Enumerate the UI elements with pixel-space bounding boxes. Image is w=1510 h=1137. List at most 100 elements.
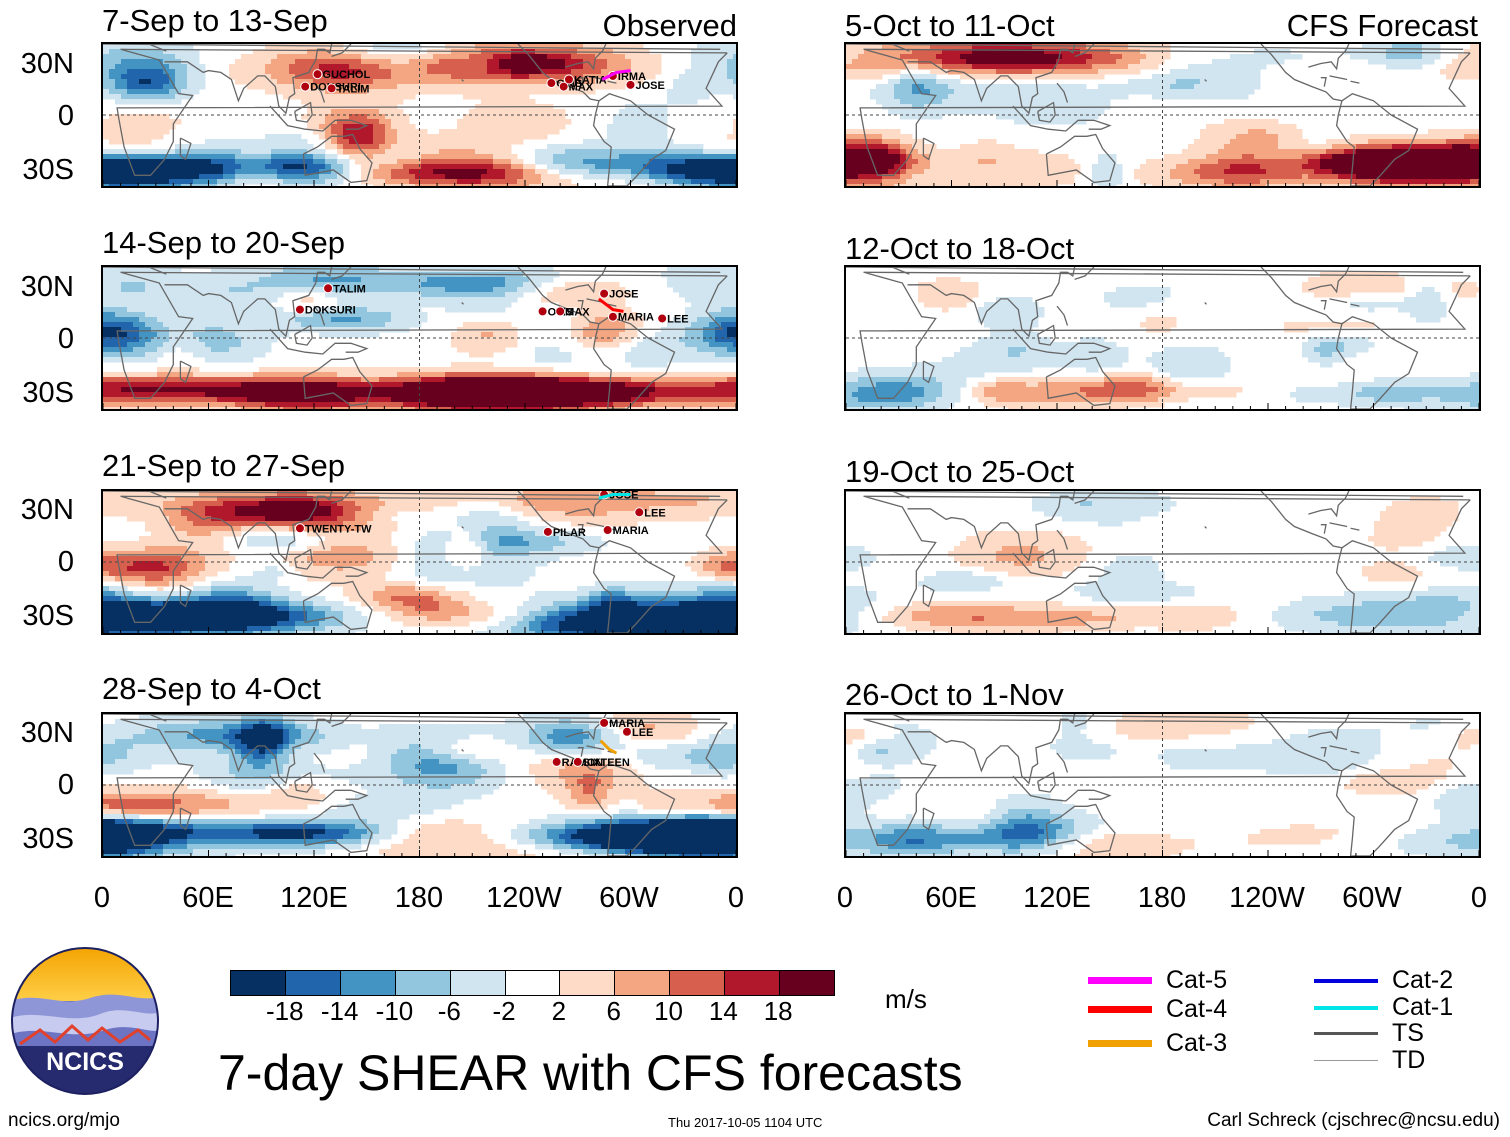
coastline	[116, 271, 728, 399]
panel-title-6: 12-Oct to 18-Oct	[845, 231, 1075, 266]
coastline	[313, 305, 326, 326]
observed-label: Observed	[602, 8, 737, 43]
lon-label: 120W	[486, 882, 562, 914]
lat-label-eq: 0	[57, 323, 74, 355]
storm-marker	[599, 288, 610, 299]
coastline	[164, 267, 333, 338]
colorbar-tick-label: 6	[606, 996, 621, 1026]
legend-item-ts: TS	[1314, 1019, 1424, 1048]
coastline	[586, 745, 605, 751]
lon-label: 60E	[925, 882, 977, 914]
coastline	[1074, 44, 1095, 58]
storm-marker	[607, 311, 618, 322]
map-panel-6	[844, 265, 1481, 411]
coastline	[302, 356, 373, 407]
coastline	[269, 105, 369, 132]
lon-label: 60E	[182, 882, 234, 914]
lon-label: 0	[1470, 882, 1488, 914]
coastline	[313, 82, 326, 103]
storm-marker	[546, 78, 557, 89]
coastline	[1074, 714, 1095, 728]
storm-label: TALIM	[337, 83, 370, 95]
storm-marker	[558, 81, 569, 92]
legend-line	[1314, 1032, 1378, 1035]
storm-label: GUCHOL	[323, 69, 371, 81]
coastline	[1329, 298, 1348, 304]
shear-field	[846, 44, 1479, 186]
coastline	[1204, 302, 1207, 305]
map-panel-8	[844, 712, 1481, 858]
panel-title-3: 21-Sep to 27-Sep	[102, 448, 346, 483]
storm-label: KATIA	[574, 75, 607, 87]
footer-author: Carl Schreck (cjschrec@ncsu.edu)	[1207, 1110, 1500, 1131]
colorbar-tick-label: -18	[266, 996, 304, 1026]
legend-line	[1314, 1005, 1378, 1010]
lon-label: 120W	[1229, 882, 1305, 914]
storm-marker	[634, 507, 645, 518]
coastline	[116, 48, 728, 176]
coastline	[1260, 491, 1343, 549]
coastline	[1012, 328, 1112, 355]
coastline	[1204, 526, 1207, 529]
shear-field: TALIMDOKSURIOTISMAXJOSEMARIALEE	[103, 267, 736, 409]
lon-label: 0	[727, 882, 745, 914]
coastline	[1320, 747, 1327, 757]
coastline	[922, 807, 935, 831]
colorbar-tick-label: 10	[654, 996, 683, 1026]
storm-marker	[312, 69, 323, 80]
lon-label: 180	[1137, 882, 1187, 914]
lat-label-eq: 0	[57, 100, 74, 132]
coastline	[1012, 552, 1112, 579]
legend-item-cat-2: Cat-2	[1314, 966, 1453, 995]
legend-item-cat-1: Cat-1	[1314, 993, 1453, 1022]
coastline	[1350, 527, 1360, 531]
coastline	[907, 714, 1076, 785]
coastline	[577, 524, 584, 534]
coastline	[577, 77, 584, 87]
coastline	[586, 75, 605, 81]
lat-label-30s: 30S	[22, 823, 74, 855]
colorbar	[230, 970, 835, 996]
coastline	[179, 584, 192, 608]
coastline	[1350, 80, 1360, 84]
coastline	[269, 775, 369, 802]
storm-marker	[300, 81, 311, 92]
coastline	[922, 137, 935, 161]
map-panel-7	[844, 489, 1481, 635]
coastline	[1074, 491, 1095, 505]
storm-label: LEE	[632, 727, 653, 739]
storm-marker	[602, 525, 613, 536]
coastline	[116, 495, 728, 623]
coastline	[269, 328, 369, 355]
storm-label: MARIA	[613, 525, 649, 537]
lat-label-eq: 0	[57, 546, 74, 578]
map-panel-1: GUCHOLDOKSURITALIMOTISMAXKATIAIRMAJOSE	[101, 42, 738, 188]
lat-label-30s: 30S	[22, 154, 74, 186]
storm-marker	[555, 306, 566, 317]
coastline	[859, 271, 1471, 399]
colorbar-swatch	[231, 971, 286, 995]
coastline	[294, 101, 313, 123]
legend-line	[1088, 1040, 1152, 1047]
coastline	[592, 315, 676, 409]
legend-line	[1088, 1006, 1152, 1013]
coastline	[164, 714, 333, 785]
colorbar-swatch	[615, 971, 671, 995]
shear-field	[846, 491, 1479, 633]
storm-label: LEE	[667, 313, 688, 325]
colorbar-tick-label: 14	[708, 996, 738, 1026]
coastline	[1260, 44, 1343, 102]
legend-item-td: TD	[1314, 1046, 1425, 1075]
lat-label-30s: 30S	[22, 377, 74, 409]
footer-url[interactable]: ncics.org/mjo	[8, 1110, 120, 1131]
storm-track	[599, 739, 618, 755]
lon-label: 0	[836, 882, 854, 914]
shear-cells	[103, 714, 736, 856]
shear-cells	[103, 491, 736, 633]
storm-marker	[323, 283, 334, 294]
coastline	[1056, 82, 1069, 103]
lon-label: 0	[93, 882, 111, 914]
legend-item-cat-4: Cat-4	[1088, 995, 1227, 1024]
storm-label: SIXTEEN	[583, 757, 630, 769]
legend-line	[1088, 977, 1152, 984]
